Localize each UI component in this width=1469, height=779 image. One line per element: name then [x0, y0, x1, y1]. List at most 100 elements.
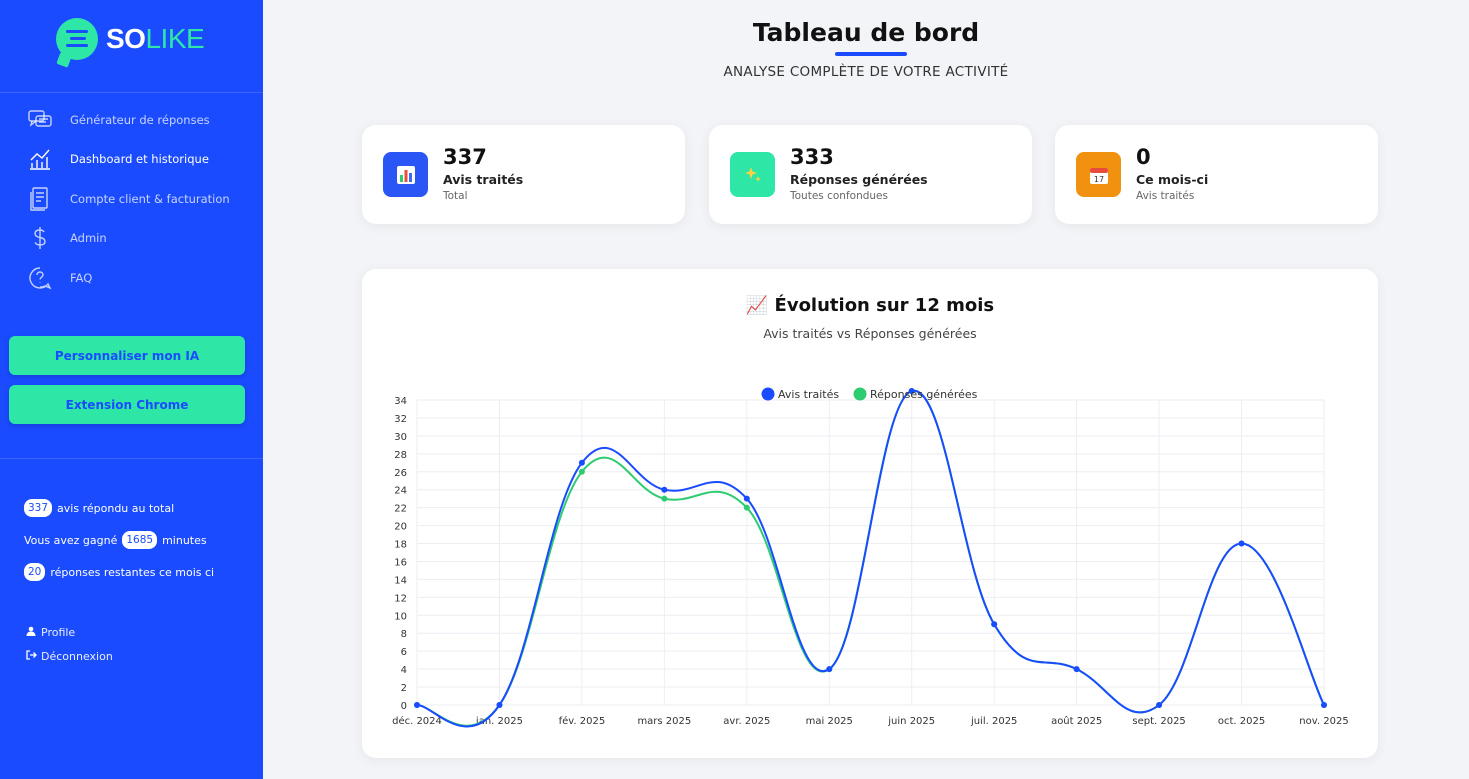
stat-card-avis-traites: 337 Avis traités Total	[362, 125, 685, 224]
question-icon	[26, 264, 54, 292]
y-tick-label: 24	[394, 486, 407, 497]
x-tick-label: août 2025	[1051, 715, 1102, 727]
user-icon	[26, 626, 38, 639]
x-tick-label: oct. 2025	[1218, 716, 1265, 727]
data-point-avis-traites	[908, 388, 915, 395]
line-chart-icon	[26, 145, 54, 173]
legend-label: Réponses générées	[870, 388, 978, 401]
calendar-icon: 17	[1076, 152, 1121, 197]
y-tick-label: 8	[401, 629, 407, 640]
stat-card-ce-mois-ci: 17 0 Ce mois-ci Avis traités	[1055, 125, 1378, 224]
total-count-badge: 337	[24, 499, 53, 517]
sidebar-divider	[0, 92, 263, 93]
nav-item-faq[interactable]: FAQ	[0, 258, 263, 298]
title-underline	[835, 52, 907, 56]
extension-chrome-button[interactable]: Extension Chrome	[9, 385, 245, 424]
nav-item-generateur[interactable]: Générateur de réponses	[0, 100, 263, 140]
card-sub: Total	[443, 190, 468, 202]
account-links: Profile Déconnexion	[26, 624, 113, 672]
x-tick-label: avr. 2025	[723, 716, 770, 727]
logout-label: Déconnexion	[41, 649, 113, 663]
receipt-icon	[26, 185, 54, 213]
legend-label: Avis traités	[778, 388, 839, 401]
y-tick-label: 34	[394, 396, 407, 407]
data-point-avis-traites	[1321, 702, 1327, 708]
chart-subtitle: Avis traités vs Réponses générées	[763, 326, 977, 341]
data-point-avis-traites	[661, 486, 668, 493]
data-point-reponses-generees	[661, 495, 668, 502]
sparkles-icon	[730, 152, 775, 197]
sidebar-divider	[0, 458, 263, 459]
solike-logo[interactable]: SOLIKE	[56, 18, 205, 60]
card-label: Avis traités	[443, 172, 524, 187]
card-sub: Toutes confondues	[790, 190, 888, 202]
nav-label: Compte client & facturation	[70, 191, 230, 206]
sidebar-nav: Générateur de réponses Dashboard et hist…	[0, 100, 263, 298]
card-value: 337	[443, 145, 487, 169]
data-point-avis-traites	[496, 702, 503, 708]
y-tick-label: 22	[394, 504, 407, 515]
chat-bubbles-icon	[26, 106, 54, 134]
stat-card-reponses-generees: 333 Réponses générées Toutes confondues	[709, 125, 1032, 224]
stat-text: avis répondu au total	[57, 501, 175, 515]
x-tick-label: nov. 2025	[1299, 716, 1348, 727]
y-tick-label: 0	[401, 701, 407, 712]
x-tick-label: déc. 2024	[392, 715, 442, 727]
logout-link[interactable]: Déconnexion	[26, 648, 113, 664]
y-tick-label: 2	[401, 683, 407, 694]
stat-total: 337 avis répondu au total	[24, 497, 214, 519]
y-tick-label: 16	[394, 557, 407, 568]
x-tick-label: juil. 2025	[970, 716, 1017, 727]
stat-text: réponses restantes ce mois ci	[50, 565, 215, 579]
data-point-avis-traites	[414, 702, 420, 708]
usage-stats: 337 avis répondu au total Vous avez gagn…	[24, 497, 214, 593]
nav-label: FAQ	[70, 270, 93, 285]
gained-minutes-badge: 1685	[122, 531, 158, 549]
y-tick-label: 6	[401, 647, 407, 658]
card-label: Réponses générées	[790, 172, 928, 187]
page-title: Tableau de bord	[752, 18, 980, 47]
card-value: 333	[790, 145, 834, 169]
logout-icon	[26, 649, 38, 663]
y-tick-label: 12	[394, 593, 407, 604]
y-tick-label: 28	[394, 450, 407, 461]
x-tick-label: sept. 2025	[1132, 716, 1185, 727]
nav-label: Dashboard et historique	[70, 152, 209, 167]
stat-gained: Vous avez gagné 1685 minutes	[24, 529, 214, 551]
data-point-reponses-generees	[743, 504, 750, 511]
profile-label: Profile	[41, 625, 76, 639]
chart-title: 📈 Évolution sur 12 mois	[745, 295, 995, 316]
data-point-avis-traites	[578, 459, 585, 466]
y-tick-label: 4	[401, 665, 407, 676]
stat-text: minutes	[162, 533, 207, 547]
sidebar: SOLIKE Générateur de réponses Dashboard …	[0, 0, 263, 779]
data-point-reponses-generees	[578, 468, 585, 475]
profile-link[interactable]: Profile	[26, 624, 113, 640]
legend-swatch	[761, 387, 775, 401]
y-tick-label: 10	[394, 611, 407, 622]
nav-item-dashboard[interactable]: Dashboard et historique	[0, 140, 263, 180]
y-tick-label: 18	[394, 540, 407, 551]
nav-item-admin[interactable]: Admin	[0, 219, 263, 259]
stat-text: Vous avez gagné	[24, 533, 118, 547]
x-tick-label: fév. 2025	[559, 715, 606, 727]
stat-remaining: 20 réponses restantes ce mois ci	[24, 561, 214, 583]
x-tick-label: mai 2025	[806, 716, 853, 727]
x-tick-label: mars 2025	[637, 716, 691, 727]
nav-label: Admin	[70, 231, 107, 246]
card-value: 0	[1136, 145, 1151, 169]
legend-swatch	[853, 387, 867, 401]
data-point-avis-traites	[991, 621, 998, 628]
x-tick-label: jan. 2025	[475, 716, 523, 727]
page-subtitle: ANALYSE COMPLÈTE DE VOTRE ACTIVITÉ	[723, 64, 1009, 80]
card-label: Ce mois-ci	[1136, 172, 1209, 187]
nav-item-compte[interactable]: Compte client & facturation	[0, 179, 263, 219]
data-point-avis-traites	[1156, 702, 1163, 708]
remaining-count-badge: 20	[24, 563, 46, 581]
personnaliser-ia-button[interactable]: Personnaliser mon IA	[9, 336, 245, 375]
y-tick-label: 30	[394, 432, 407, 443]
evolution-chart-card: 📈 Évolution sur 12 mois Avis traités vs …	[362, 269, 1378, 758]
data-point-avis-traites	[743, 495, 750, 502]
bar-chart-icon	[383, 152, 428, 197]
